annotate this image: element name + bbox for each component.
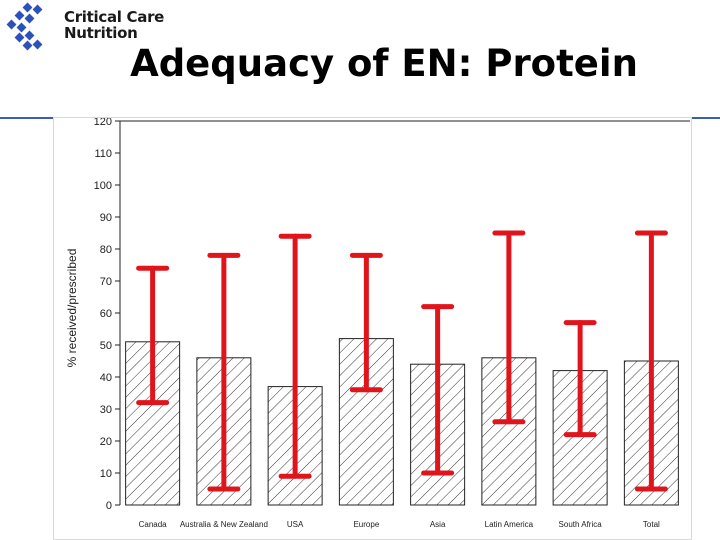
protein-adequacy-chart: 0 10 20 30 40 50 60 70 80 90 100 110 120 % received/p… [65,118,690,529]
y-tick-label: 30 [100,404,112,416]
x-category-label: Canada [139,520,168,529]
y-tick-label: 100 [94,180,112,192]
x-category-label: USA [287,520,304,529]
x-category-label: Australia & New Zealand [180,520,268,529]
y-tick-label: 0 [106,500,112,512]
diamond-grid-logo-icon [6,2,43,51]
x-category-label: Total [643,520,660,529]
y-tick-label: 50 [100,340,112,352]
brand-line-1: Critical Care [64,8,165,26]
y-tick-label: 20 [100,436,112,448]
y-tick-label: 70 [100,276,112,288]
y-tick-label: 120 [94,118,112,128]
y-tick-label: 60 [100,308,112,320]
brand-line-2: Nutrition [64,24,138,42]
y-tick-label: 40 [100,372,112,384]
brand-name: Critical Care Nutrition [64,9,164,41]
x-category-label: Latin America [485,520,534,529]
y-tick-label: 80 [100,244,112,256]
x-category-label: South Africa [559,520,603,529]
y-tick-label: 110 [94,148,112,160]
x-category-label: Europe [353,520,379,529]
y-axis-label: % received/prescribed [65,249,79,368]
y-tick-label: 90 [100,212,112,224]
chart-panel: 0 10 20 30 40 50 60 70 80 90 100 110 120 % received/p… [53,117,692,540]
page-title: Adequacy of EN: Protein [130,42,638,85]
y-tick-label: 10 [100,468,112,480]
x-category-label: Asia [430,520,446,529]
